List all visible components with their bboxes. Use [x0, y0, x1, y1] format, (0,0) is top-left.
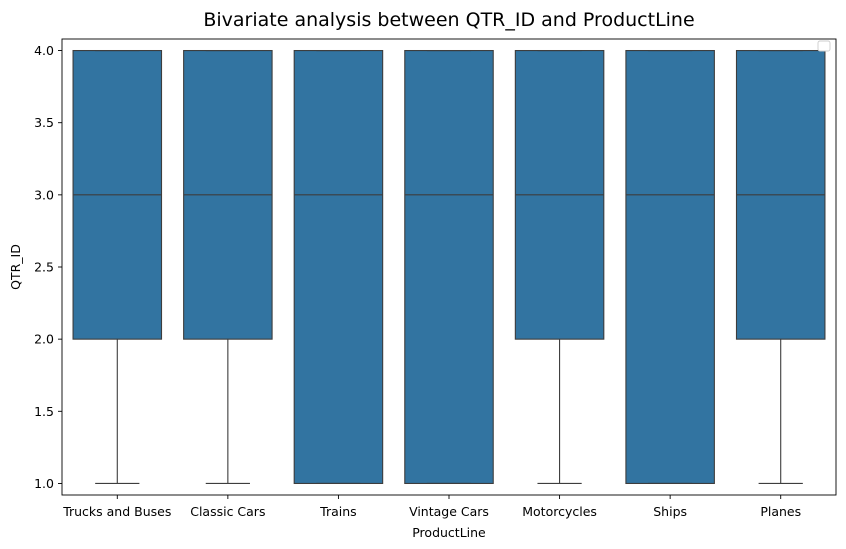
box-group	[404, 49, 494, 485]
box-iqr	[625, 49, 715, 485]
y-tick-label: 2.0	[34, 332, 54, 347]
box-group	[514, 49, 605, 485]
box-group	[735, 49, 826, 485]
box-iqr	[404, 49, 494, 485]
y-tick-label: 1.5	[34, 404, 54, 419]
y-axis-label: QTR_ID	[8, 244, 23, 290]
box-group	[183, 49, 273, 485]
x-tick-label: Classic Cars	[190, 504, 265, 519]
x-tick-label: Trains	[319, 504, 357, 519]
box-group	[293, 49, 384, 485]
y-tick-label: 1.0	[34, 476, 54, 491]
y-tick-label: 4.0	[34, 43, 54, 58]
boxes-layer	[72, 49, 826, 485]
x-tick-label: Vintage Cars	[409, 504, 489, 519]
x-tick-label: Trucks and Buses	[62, 504, 171, 519]
box-iqr	[293, 49, 384, 485]
x-tick-label: Motorcycles	[522, 504, 597, 519]
y-axis: 1.0 1.5 2.0 2.5 3.0 3.5 4.0	[34, 43, 62, 491]
x-axis: Trucks and Buses Classic Cars Trains Vintag…	[62, 495, 801, 519]
y-tick-label: 3.5	[34, 115, 54, 130]
plot-frame	[61, 38, 837, 496]
chart-title: Bivariate analysis between QTR_ID and Pr…	[203, 9, 694, 31]
y-tick-label: 2.5	[34, 260, 54, 275]
x-tick-label: Ships	[653, 504, 687, 519]
x-tick-label: Planes	[760, 504, 801, 519]
box-group	[72, 49, 163, 485]
y-tick-label: 3.0	[34, 187, 54, 202]
legend-box	[817, 40, 831, 52]
x-axis-label: ProductLine	[412, 525, 486, 540]
box-group	[625, 49, 715, 485]
